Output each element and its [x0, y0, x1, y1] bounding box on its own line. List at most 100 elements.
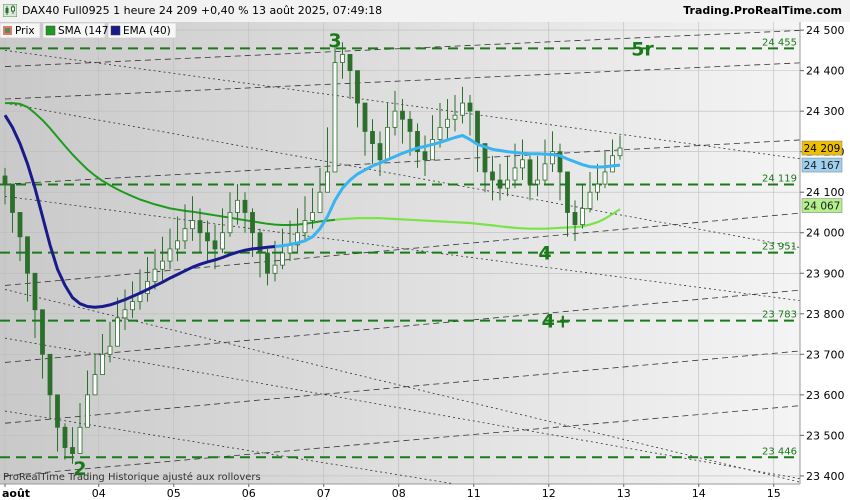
price-candle[interactable] — [115, 317, 120, 347]
price-candle[interactable] — [205, 232, 210, 242]
trend-channel-line — [4, 405, 800, 477]
price-candle[interactable] — [422, 151, 428, 161]
price-candle[interactable] — [190, 220, 195, 230]
price-candle[interactable] — [550, 151, 555, 165]
price-candle[interactable] — [572, 212, 578, 226]
price-candle[interactable] — [490, 171, 495, 181]
price-candle[interactable] — [460, 102, 465, 116]
price-candle[interactable] — [317, 191, 323, 213]
y-tick-label: 24 400 — [806, 65, 845, 78]
price-candle[interactable] — [497, 179, 503, 189]
price-candle[interactable] — [340, 54, 345, 63]
price-candle[interactable] — [542, 163, 548, 181]
price-candle[interactable] — [332, 62, 338, 173]
level-label: 24 119 — [762, 174, 797, 185]
price-candle[interactable] — [47, 353, 53, 396]
price-candle[interactable] — [40, 309, 45, 355]
price-candle[interactable] — [100, 353, 105, 375]
price-candle[interactable] — [250, 212, 255, 234]
price-candle[interactable] — [482, 143, 488, 173]
price-candle[interactable] — [62, 426, 68, 448]
price-candle[interactable] — [55, 394, 60, 428]
price-candle[interactable] — [520, 159, 525, 169]
sma-147-line-recent[interactable] — [334, 208, 621, 230]
price-candle[interactable] — [227, 212, 233, 234]
price-candle[interactable] — [430, 139, 435, 161]
price-badge-label: 24 167 — [804, 160, 841, 172]
price-candle[interactable] — [325, 171, 330, 193]
price-candle[interactable] — [160, 260, 165, 270]
price-candle[interactable] — [602, 171, 608, 185]
sma-147-line[interactable] — [5, 102, 336, 226]
price-candle[interactable] — [220, 232, 225, 250]
price-candle[interactable] — [92, 374, 98, 396]
price-candle[interactable] — [167, 248, 173, 262]
price-candle[interactable] — [197, 220, 203, 234]
price-candle[interactable] — [475, 110, 480, 144]
x-tick-label: 06 — [242, 487, 256, 500]
price-candle[interactable] — [557, 151, 563, 173]
price-candle[interactable] — [32, 272, 38, 311]
price-candle[interactable] — [25, 236, 30, 274]
price-candle[interactable] — [385, 126, 390, 161]
price-candle[interactable] — [527, 159, 533, 185]
price-candle[interactable] — [152, 268, 158, 282]
price-candle[interactable] — [295, 232, 300, 246]
price-candle[interactable] — [265, 252, 270, 274]
price-candle[interactable] — [595, 183, 600, 193]
price-candle[interactable] — [565, 171, 570, 213]
price-candle[interactable] — [302, 220, 308, 234]
price-candle[interactable] — [310, 212, 315, 221]
price-badge-label: 24 209 — [804, 143, 841, 155]
price-candle[interactable] — [347, 54, 353, 72]
price-candle[interactable] — [257, 232, 263, 254]
price-candle[interactable] — [85, 394, 90, 428]
price-candle[interactable] — [280, 252, 285, 266]
price-candle[interactable] — [445, 118, 450, 128]
price-candle[interactable] — [452, 114, 458, 120]
price-candle[interactable] — [587, 191, 593, 209]
price-candle[interactable] — [2, 175, 8, 185]
price-badge[interactable] — [801, 198, 843, 213]
price-candle[interactable] — [362, 102, 368, 132]
dax-instrument-icon[interactable] — [3, 4, 17, 17]
price-candle[interactable] — [175, 240, 180, 250]
price-candle[interactable] — [272, 264, 278, 274]
ema-40-line-recent[interactable] — [274, 134, 621, 248]
price-candle[interactable] — [370, 131, 375, 144]
price-candle[interactable] — [437, 126, 443, 140]
price-candle[interactable] — [407, 118, 413, 132]
price-candle[interactable] — [17, 212, 23, 238]
price-badge[interactable] — [801, 140, 843, 156]
ema-40-line[interactable] — [3, 114, 276, 309]
price-candle[interactable] — [130, 301, 135, 311]
price-candle[interactable] — [512, 167, 518, 181]
price-candle[interactable] — [392, 110, 398, 128]
price-candle[interactable] — [235, 199, 240, 213]
level-label: 24 455 — [762, 37, 797, 48]
price-candle[interactable] — [415, 131, 420, 153]
y-tick-label: 23 900 — [806, 267, 845, 280]
price-candle[interactable] — [610, 155, 615, 173]
price-candle[interactable] — [122, 309, 128, 319]
price-candle[interactable] — [107, 345, 113, 355]
price-badge[interactable] — [801, 157, 843, 173]
x-tick-label: 14 — [692, 487, 706, 500]
price-candle[interactable] — [377, 143, 383, 161]
price-candle[interactable] — [467, 102, 473, 112]
price-candle[interactable] — [77, 426, 83, 455]
price-candle[interactable] — [70, 447, 75, 455]
price-candle[interactable] — [355, 70, 360, 104]
legend-item[interactable] — [107, 22, 177, 39]
price-candle[interactable] — [400, 110, 405, 120]
price-candle[interactable] — [505, 179, 510, 189]
price-candle[interactable] — [580, 208, 585, 226]
price-candle[interactable] — [617, 147, 623, 157]
price-candle[interactable] — [212, 240, 218, 250]
price-candle[interactable] — [535, 179, 540, 185]
legend-item[interactable] — [42, 22, 106, 39]
price-candle[interactable] — [242, 199, 248, 213]
price-candle[interactable] — [182, 228, 188, 242]
price-candle[interactable] — [10, 183, 15, 213]
